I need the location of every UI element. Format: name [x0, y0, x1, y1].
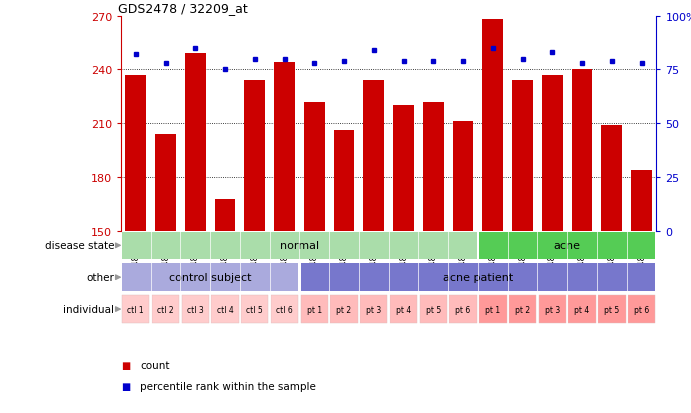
Text: pt 5: pt 5: [426, 305, 441, 314]
Bar: [423, 102, 444, 231]
Bar: [631, 171, 652, 231]
Bar: [419, 296, 447, 323]
Text: pt 4: pt 4: [396, 305, 411, 314]
Text: ctl 4: ctl 4: [217, 305, 234, 314]
Bar: [538, 296, 566, 323]
Text: control subject: control subject: [169, 273, 252, 282]
Text: ctl 6: ctl 6: [276, 305, 293, 314]
Bar: [241, 296, 269, 323]
Text: pt 4: pt 4: [574, 305, 589, 314]
Bar: [542, 76, 562, 231]
Bar: [453, 122, 473, 231]
Bar: [185, 54, 206, 231]
Text: pt 2: pt 2: [515, 305, 530, 314]
Bar: [182, 296, 209, 323]
Bar: [512, 81, 533, 231]
Bar: [122, 264, 299, 291]
Bar: [598, 296, 625, 323]
Text: disease state: disease state: [44, 241, 114, 251]
Bar: [152, 296, 179, 323]
Text: pt 2: pt 2: [337, 305, 352, 314]
Bar: [301, 296, 328, 323]
Bar: [482, 20, 503, 231]
Text: pt 5: pt 5: [604, 305, 619, 314]
Bar: [304, 102, 325, 231]
Bar: [301, 264, 655, 291]
Bar: [122, 232, 477, 259]
Bar: [449, 296, 477, 323]
Bar: [601, 126, 622, 231]
Bar: [125, 76, 146, 231]
Bar: [245, 81, 265, 231]
Bar: [360, 296, 388, 323]
Bar: [479, 296, 507, 323]
Bar: [122, 296, 149, 323]
Bar: [571, 70, 592, 231]
Bar: [334, 131, 354, 231]
Text: ■: ■: [121, 361, 130, 370]
Bar: [363, 81, 384, 231]
Text: pt 1: pt 1: [307, 305, 322, 314]
Text: pt 1: pt 1: [485, 305, 500, 314]
Text: ctl 3: ctl 3: [187, 305, 204, 314]
Text: acne: acne: [553, 241, 580, 251]
Bar: [215, 199, 236, 231]
Text: ■: ■: [121, 381, 130, 391]
Text: ctl 2: ctl 2: [158, 305, 174, 314]
Text: ctl 1: ctl 1: [127, 305, 144, 314]
Bar: [390, 296, 417, 323]
Text: pt 6: pt 6: [634, 305, 650, 314]
Bar: [509, 296, 536, 323]
Bar: [155, 135, 176, 231]
Text: pt 3: pt 3: [366, 305, 381, 314]
Text: other: other: [86, 273, 114, 282]
Text: count: count: [140, 361, 170, 370]
Text: normal: normal: [280, 241, 319, 251]
Text: individual: individual: [63, 304, 114, 314]
Text: percentile rank within the sample: percentile rank within the sample: [140, 381, 316, 391]
Text: pt 3: pt 3: [545, 305, 560, 314]
Bar: [211, 296, 239, 323]
Text: GDS2478 / 32209_at: GDS2478 / 32209_at: [118, 2, 248, 15]
Bar: [479, 232, 655, 259]
Bar: [569, 296, 596, 323]
Bar: [393, 106, 414, 231]
Bar: [628, 296, 655, 323]
Text: ctl 5: ctl 5: [247, 305, 263, 314]
Bar: [274, 63, 295, 231]
Text: pt 6: pt 6: [455, 305, 471, 314]
Bar: [330, 296, 358, 323]
Text: acne patient: acne patient: [443, 273, 513, 282]
Bar: [271, 296, 299, 323]
